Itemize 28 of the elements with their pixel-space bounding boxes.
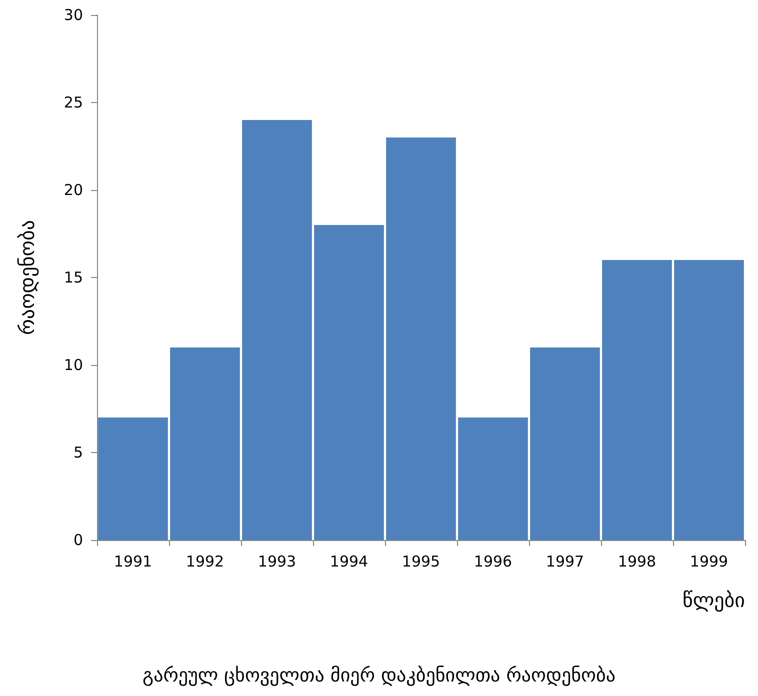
bar <box>602 260 672 540</box>
y-tick-label: 20 <box>64 181 83 199</box>
x-tick-label: 1992 <box>186 552 224 570</box>
bar <box>98 418 168 540</box>
text: გარეულ ცხოველთა მიერ დაკბენილთა რაოდენობა <box>142 664 616 686</box>
y-tick-label: 5 <box>73 444 83 462</box>
x-tick-label: 1998 <box>618 552 656 570</box>
x-tick-label: 1994 <box>330 552 368 570</box>
x-tick-label: 1999 <box>690 552 728 570</box>
x-tick-label: 1995 <box>402 552 440 570</box>
y-tick-label: 25 <box>64 94 83 112</box>
x-tick-label: 1997 <box>546 552 584 570</box>
y-tick-label: 10 <box>64 356 83 374</box>
bar <box>170 348 240 540</box>
bar <box>674 260 744 540</box>
bar <box>314 225 384 540</box>
y-tick-label: 30 <box>64 6 83 24</box>
bar <box>242 120 312 540</box>
x-axis-title: წლები <box>682 588 745 612</box>
y-axis-title: რაოდენობა <box>15 220 39 335</box>
bar <box>530 348 600 540</box>
y-tick-label: 0 <box>73 531 83 549</box>
bar <box>386 138 456 540</box>
x-tick-label: 1996 <box>474 552 512 570</box>
y-tick-label: 15 <box>64 268 83 286</box>
x-tick-label: 1991 <box>114 552 152 570</box>
x-tick-label: 1993 <box>258 552 296 570</box>
bar <box>458 418 528 540</box>
